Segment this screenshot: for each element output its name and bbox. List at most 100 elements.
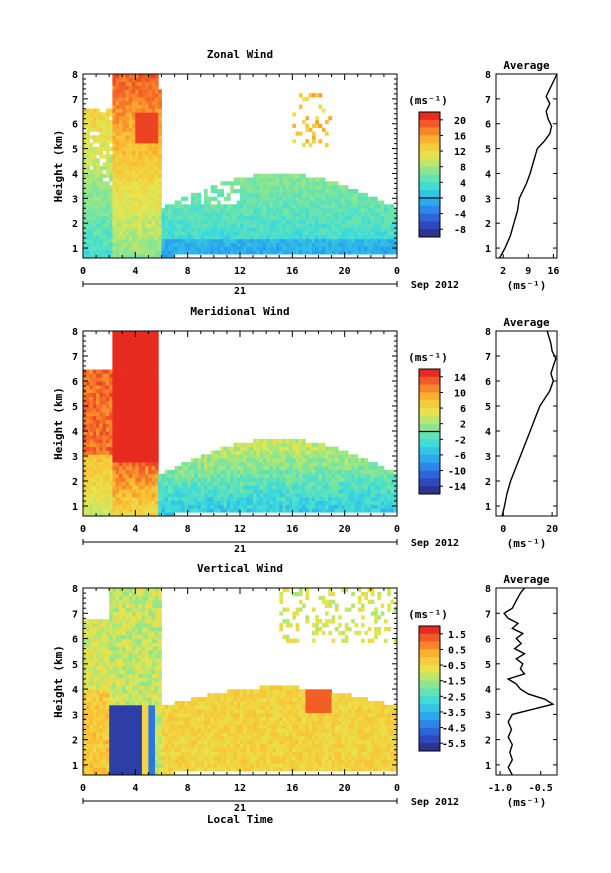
- heatmap-cell: [285, 242, 290, 247]
- heatmap-cell: [236, 473, 241, 478]
- heatmap-cell: [86, 185, 90, 190]
- heatmap-cell: [128, 162, 133, 167]
- heatmap-cell: [168, 504, 172, 509]
- heatmap-cell: [184, 208, 189, 213]
- heatmap-cell: [161, 512, 166, 517]
- heatmap-cell: [295, 458, 300, 463]
- profile-y-tick-label: 6: [485, 120, 491, 131]
- heatmap-cell: [138, 331, 143, 336]
- heatmap-cell: [325, 189, 329, 194]
- heatmap-cell: [168, 246, 172, 251]
- heatmap-cell: [109, 158, 113, 163]
- heatmap-cell: [119, 146, 123, 151]
- heatmap-cell: [308, 246, 313, 251]
- heatmap-cell: [331, 212, 336, 217]
- heatmap-cell: [86, 431, 90, 436]
- heatmap-cell: [96, 181, 100, 186]
- heatmap-cell: [155, 331, 159, 336]
- heatmap-cell: [89, 135, 94, 140]
- heatmap-cell: [325, 242, 329, 247]
- heatmap-cell: [125, 204, 130, 209]
- heatmap-cell: [119, 173, 123, 178]
- heatmap-cell: [128, 350, 133, 355]
- heatmap-cell: [105, 508, 110, 513]
- heatmap-cell: [86, 454, 90, 459]
- heatmap-cell: [308, 208, 313, 213]
- heatmap-cell: [89, 404, 94, 409]
- heatmap-cell: [325, 131, 329, 136]
- heatmap-cell: [138, 131, 143, 136]
- heatmap-cell: [387, 219, 391, 224]
- heatmap-cell: [128, 208, 133, 213]
- heatmap-cell: [302, 504, 306, 509]
- heatmap-cell: [115, 492, 120, 498]
- heatmap-cell: [331, 231, 336, 236]
- heatmap-cell: [217, 189, 221, 194]
- heatmap-cell: [226, 508, 231, 513]
- heatmap-cell: [115, 500, 120, 505]
- heatmap-cell: [226, 454, 231, 459]
- heatmap-cell: [151, 385, 156, 390]
- heatmap-cell: [249, 481, 254, 486]
- heatmap-cell: [135, 108, 139, 113]
- heatmap-cell: [115, 100, 120, 105]
- heatmap-cell: [305, 496, 310, 501]
- heatmap-cell: [266, 473, 270, 478]
- heatmap-cell: [204, 242, 208, 247]
- heatmap-cell: [83, 235, 87, 240]
- heatmap-cell: [325, 204, 329, 209]
- heatmap-cell: [112, 508, 117, 513]
- heatmap-cell: [328, 219, 332, 224]
- y-tick-label: 8: [72, 327, 78, 338]
- heatmap-cell: [246, 208, 251, 213]
- heatmap-cell: [325, 238, 329, 243]
- heatmap-cell: [243, 242, 247, 247]
- heatmap-cell: [109, 200, 113, 205]
- heatmap-cell: [112, 158, 117, 163]
- heatmap-cell: [158, 485, 162, 490]
- heatmap-cell: [279, 462, 283, 467]
- heatmap-cell: [96, 450, 100, 455]
- heatmap-cell: [132, 166, 136, 171]
- heatmap-cell: [328, 208, 332, 213]
- heatmap-cell: [92, 154, 97, 159]
- heatmap-cell: [141, 238, 146, 243]
- heatmap-cell: [184, 238, 189, 243]
- heatmap-cell: [132, 246, 136, 251]
- heatmap-cell: [112, 116, 117, 121]
- heatmap-cell: [155, 89, 159, 94]
- heatmap-cell: [223, 477, 228, 482]
- heatmap-cell: [119, 354, 123, 359]
- heatmap-cell: [115, 242, 120, 247]
- heatmap-cell: [141, 192, 146, 197]
- heatmap-cell: [112, 373, 117, 378]
- heatmap-cell: [249, 446, 254, 451]
- heatmap-cell: [125, 250, 130, 255]
- heatmap-cell: [269, 458, 274, 463]
- heatmap-cell: [351, 485, 355, 490]
- heatmap-cell: [213, 496, 218, 501]
- heatmap-cell: [89, 254, 94, 259]
- heatmap-cell: [374, 238, 378, 243]
- heatmap-cell: [315, 212, 319, 217]
- heatmap-cell: [367, 469, 372, 475]
- heatmap-cell: [138, 154, 143, 159]
- heatmap-cell: [109, 189, 113, 194]
- heatmap-cell: [285, 508, 290, 513]
- heatmap-cell: [102, 173, 107, 178]
- heatmap-cell: [145, 208, 149, 213]
- heatmap-cell: [269, 485, 274, 490]
- heatmap-cell: [145, 219, 149, 224]
- heatmap-cell: [390, 231, 395, 236]
- heatmap-cell: [89, 146, 94, 151]
- heatmap-cell: [357, 469, 362, 475]
- heatmap-cell: [367, 473, 372, 478]
- heatmap-cell: [125, 74, 130, 79]
- heatmap-cell: [279, 504, 283, 509]
- heatmap-cell: [262, 242, 267, 247]
- heatmap-cell: [105, 219, 110, 224]
- heatmap-cell: [207, 489, 211, 494]
- heatmap-cell: [109, 492, 113, 498]
- heatmap-cell: [125, 177, 130, 182]
- heatmap-cell: [331, 454, 336, 459]
